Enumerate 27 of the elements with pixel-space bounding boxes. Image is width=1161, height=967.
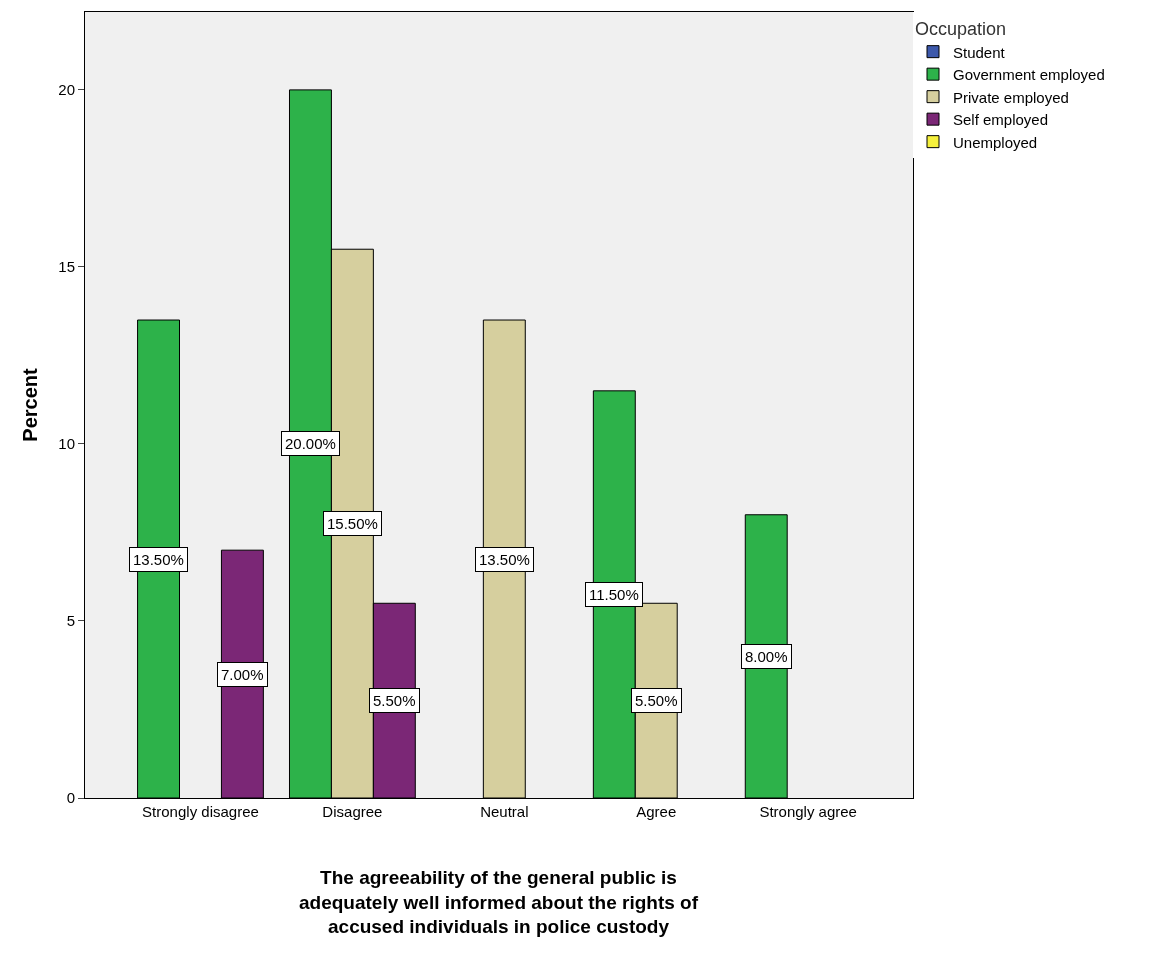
y-tick-label: 15 bbox=[58, 258, 75, 276]
data-label: 5.50% bbox=[373, 692, 416, 709]
x-tick-label: Strongly disagree bbox=[142, 803, 259, 820]
x-axis-title: The agreeability of the general public is adequately well informed about the rights of accused individuals in police custody bbox=[299, 867, 699, 938]
x-tick-label: Agree bbox=[636, 803, 677, 820]
x-tick-label: Neutral bbox=[480, 803, 529, 820]
legend-label: Government employed bbox=[953, 66, 1105, 83]
legend-label: Private employed bbox=[953, 88, 1069, 106]
data-label: 13.50% bbox=[133, 551, 184, 568]
y-tick-label: 5 bbox=[66, 612, 75, 630]
y-tick-label: 0 bbox=[66, 789, 75, 807]
data-label: 8.00% bbox=[745, 648, 788, 665]
data-label: 7.00% bbox=[221, 666, 264, 683]
data-label: 13.50% bbox=[479, 551, 530, 568]
legend-label: Unemployed bbox=[953, 133, 1038, 151]
y-tick-label: 20 bbox=[58, 81, 75, 99]
legend-label: Self employed bbox=[953, 111, 1049, 128]
x-tick-label: Strongly agree bbox=[759, 803, 857, 820]
y-axis-title: Percent bbox=[18, 367, 41, 442]
x-tick-label: Disagree bbox=[322, 803, 383, 820]
y-tick-label: 10 bbox=[58, 435, 75, 453]
data-label: 15.50% bbox=[327, 515, 378, 532]
data-label: 20.00% bbox=[285, 435, 336, 452]
data-label: 5.50% bbox=[635, 692, 678, 709]
legend-title: Occupation bbox=[915, 19, 1007, 40]
data-label: 11.50% bbox=[589, 586, 639, 603]
legend-label: Student bbox=[953, 43, 1006, 61]
